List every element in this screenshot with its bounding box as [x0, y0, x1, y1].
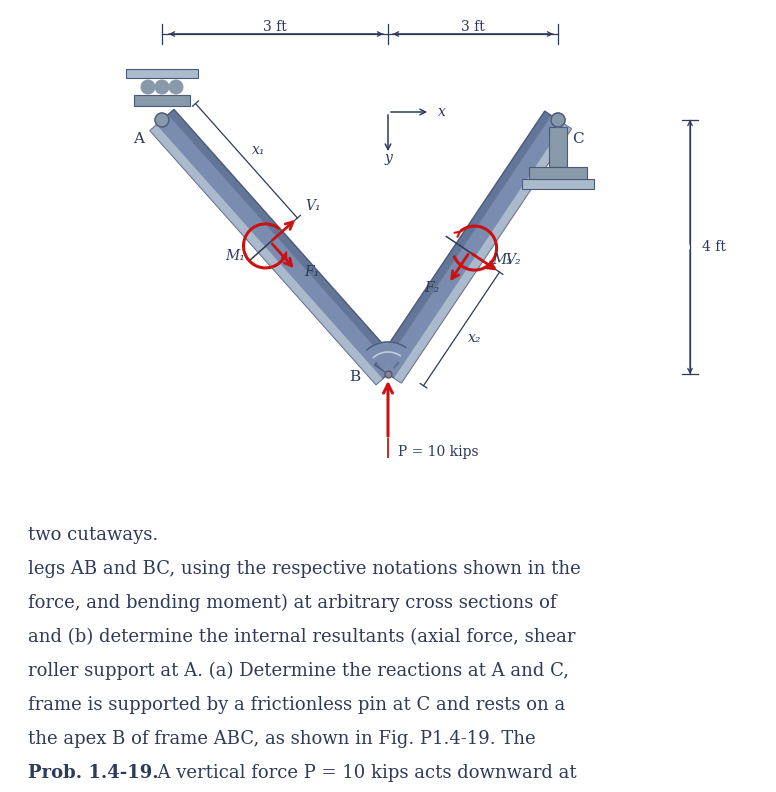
Circle shape — [141, 80, 155, 94]
Text: Prob. 1.4-19.: Prob. 1.4-19. — [28, 764, 158, 782]
Circle shape — [169, 80, 183, 94]
Circle shape — [155, 80, 169, 94]
Text: 3 ft: 3 ft — [461, 20, 485, 34]
Text: x₁: x₁ — [251, 143, 265, 157]
FancyBboxPatch shape — [522, 179, 594, 189]
Text: two cutaways.: two cutaways. — [28, 526, 158, 544]
Text: 4 ft: 4 ft — [702, 240, 726, 254]
Text: legs AB and BC, using the respective notations shown in the: legs AB and BC, using the respective not… — [28, 560, 580, 578]
Polygon shape — [150, 125, 383, 385]
FancyBboxPatch shape — [549, 127, 567, 167]
Text: x: x — [438, 105, 446, 119]
Text: M₁: M₁ — [226, 249, 245, 263]
Text: B: B — [349, 370, 360, 384]
Text: V₂: V₂ — [505, 253, 521, 267]
Text: the apex B of frame ABC, as shown in Fig. P1.4-19. The: the apex B of frame ABC, as shown in Fig… — [28, 730, 535, 748]
Circle shape — [551, 113, 565, 127]
Text: A: A — [133, 132, 144, 146]
Polygon shape — [394, 124, 571, 383]
Text: frame is supported by a frictionless pin at C and rests on a: frame is supported by a frictionless pin… — [28, 696, 565, 714]
Text: y: y — [384, 151, 392, 165]
Polygon shape — [367, 342, 406, 374]
Text: roller support at A. (a) Determine the reactions at A and C,: roller support at A. (a) Determine the r… — [28, 662, 569, 680]
Polygon shape — [150, 109, 400, 385]
Text: A vertical force P = 10 kips acts downward at: A vertical force P = 10 kips acts downwa… — [146, 764, 577, 782]
FancyBboxPatch shape — [134, 95, 190, 106]
Text: and (b) determine the internal resultants (axial force, shear: and (b) determine the internal resultant… — [28, 628, 576, 646]
Text: force, and bending moment) at arbitrary cross sections of: force, and bending moment) at arbitrary … — [28, 594, 556, 612]
FancyBboxPatch shape — [126, 69, 198, 78]
Text: F₂: F₂ — [424, 280, 440, 295]
Text: x₂: x₂ — [468, 331, 482, 345]
Circle shape — [155, 113, 169, 127]
FancyBboxPatch shape — [529, 167, 587, 179]
Text: V₁: V₁ — [306, 199, 321, 213]
Text: M₂: M₂ — [493, 253, 512, 267]
Polygon shape — [375, 111, 552, 370]
Polygon shape — [375, 111, 571, 383]
Polygon shape — [168, 109, 400, 369]
Text: F₁: F₁ — [303, 265, 319, 280]
Text: P = 10 kips: P = 10 kips — [398, 445, 479, 459]
Text: C: C — [572, 132, 584, 146]
Text: 3 ft: 3 ft — [263, 20, 287, 34]
